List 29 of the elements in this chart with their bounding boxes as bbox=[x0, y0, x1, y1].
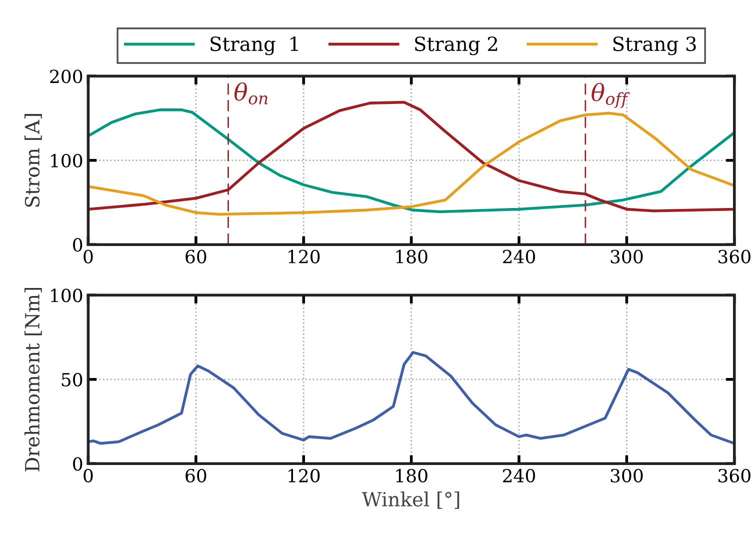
line-series bbox=[88, 351, 734, 445]
x-tick-label: 120 bbox=[288, 250, 320, 264]
x-tick-label: 0 bbox=[84, 250, 93, 264]
x-tick-label: 60 bbox=[186, 468, 206, 482]
y-tick-label: 100 bbox=[51, 154, 82, 168]
y-tick-label: 50 bbox=[62, 372, 82, 387]
y-tick-label: 100 bbox=[51, 288, 82, 302]
x-tick-label: 0 bbox=[84, 468, 93, 482]
y-axis-title: Strom [A] bbox=[24, 114, 42, 207]
x-tick-label: 300 bbox=[610, 250, 643, 264]
x-axis-title: Winkel [°] bbox=[362, 492, 460, 509]
x-tick-label: 300 bbox=[610, 468, 643, 482]
x-tick-label: 240 bbox=[502, 250, 536, 264]
y-tick-label: 0 bbox=[73, 457, 82, 471]
x-tick-label: 60 bbox=[186, 250, 206, 264]
y-tick-label: 200 bbox=[50, 70, 82, 84]
ref-line-label: θ$_{off}$ bbox=[592, 82, 630, 108]
x-tick-label: 180 bbox=[396, 468, 428, 482]
x-tick-label: 180 bbox=[396, 250, 428, 264]
y-tick-label: 0 bbox=[73, 238, 82, 252]
legend-label: Strang 3 bbox=[613, 36, 696, 56]
x-tick-label: 360 bbox=[718, 468, 750, 482]
legend-label: Strang 1 bbox=[210, 36, 298, 56]
ref-line-label: θ$_{on}$ bbox=[234, 82, 268, 104]
x-tick-label: 360 bbox=[718, 250, 750, 264]
legend-label: Strang 2 bbox=[415, 36, 498, 56]
y-axis-title: Drehmoment [Nm] bbox=[24, 288, 42, 472]
x-tick-label: 240 bbox=[502, 468, 536, 482]
x-tick-label: 120 bbox=[288, 468, 320, 482]
